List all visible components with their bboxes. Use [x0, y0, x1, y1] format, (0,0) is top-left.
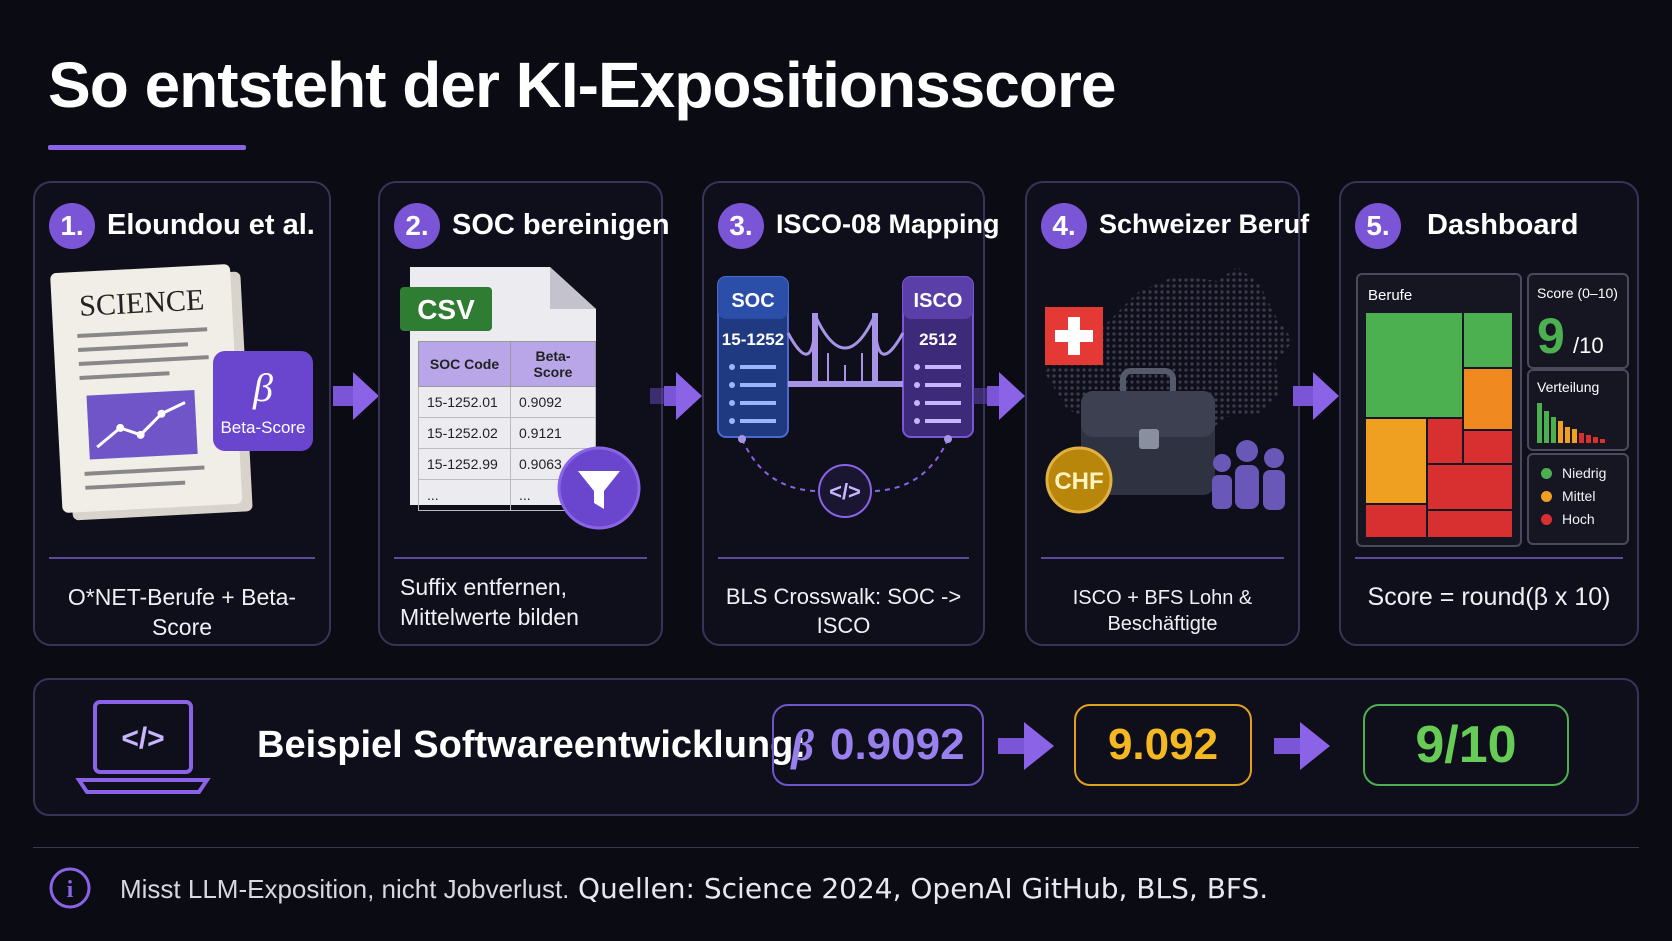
flow-arrow-icon [1293, 372, 1339, 420]
step-number-badge: 4. [1041, 203, 1087, 249]
paper-illustration: SCIENCE β Beta-Score [50, 264, 313, 521]
card-divider [718, 557, 969, 559]
table-cell: 15-1252.02 [418, 417, 511, 449]
swiss-illustration: CHF [1045, 267, 1293, 514]
csv-tag: CSV [417, 294, 475, 325]
isco-code: 2512 [919, 330, 957, 349]
table-row: 15-1252.01 0.9092 [418, 386, 596, 418]
scaled-value-pill: 9.092 [1074, 704, 1252, 786]
card-divider [1355, 557, 1623, 559]
step-title: ISCO-08 Mapping [776, 209, 1000, 239]
table-row: ...... [418, 479, 596, 511]
beta-score-label: Beta-Score [220, 418, 305, 437]
table-header: SOC Code [418, 341, 511, 387]
step-card-4: 4. Schweizer Beruf CHF ISCO + BFS Lohn &… [1025, 181, 1309, 646]
table-cell: 0.9092 [510, 386, 596, 418]
code-icon: </> [829, 479, 861, 504]
laptop-code-symbol: </> [121, 722, 164, 755]
distribution-bars [1537, 403, 1605, 443]
score-value: 9 [1537, 308, 1565, 364]
legend-label: Hoch [1562, 511, 1595, 527]
table-cell: 0.9121 [510, 417, 596, 449]
step-card-3: 3. ISCO-08 Mapping SOC 15-1252 ISCO 2512 [702, 181, 1000, 646]
arrow-right-icon [1274, 722, 1330, 770]
coin-icon [1045, 446, 1113, 514]
table-row: 15-1252.02 0.9121 [418, 417, 596, 449]
step-caption: O*NET-Berufe + Beta-Score [67, 584, 297, 640]
page-title: So entsteht der KI-Expositionsscore [48, 49, 1116, 121]
beta-symbol: β [252, 365, 273, 410]
step-title: Dashboard [1427, 209, 1579, 241]
step-title: Schweizer Beruf [1099, 209, 1310, 239]
legend-dot-icon [1541, 513, 1552, 525]
table-header-row: SOC Code Beta-Score [418, 341, 596, 387]
caption-line: Suffix entfernen, [400, 574, 568, 600]
treemap-chart [1366, 313, 1512, 537]
title-underline [48, 145, 246, 150]
step-caption: Suffix entfernen, Mittelwerte bilden [400, 573, 651, 633]
score-label: Score (0–10) [1537, 285, 1618, 301]
example-label: Beispiel Softwareentwicklung: [257, 724, 806, 766]
step-card-1: 1. Eloundou et al. SCIENCE β Beta-Score … [33, 181, 331, 646]
step-number-badge: 2. [394, 203, 440, 249]
legend-dot-icon [1541, 490, 1552, 502]
step-card-5: 5. Dashboard Berufe Score (0–10) 9 /10 V… [1339, 181, 1639, 646]
step-card-2: 2. SOC bereinigen CSV SOC Code Beta-Scor… [378, 181, 670, 646]
result-pill: 9/10 [1363, 704, 1569, 786]
table-cell: ... [418, 479, 511, 511]
footnote: Misst LLM-Exposition, nicht Jobverlust. [120, 874, 570, 904]
distribution-label: Verteilung [1537, 379, 1600, 395]
beta-symbol: β [791, 720, 814, 770]
flow-arrow-icon [973, 372, 1025, 420]
legend-item: Niedrig [1541, 465, 1606, 481]
table-cell: 15-1252.01 [418, 386, 511, 418]
isco-label: ISCO [914, 290, 963, 312]
step-caption: Score = round(β x 10) [1367, 583, 1611, 611]
beta-value: 0.9092 [829, 720, 965, 769]
mapping-illustration: SOC 15-1252 ISCO 2512 </> [717, 276, 974, 518]
legend-item: Hoch [1541, 511, 1595, 527]
step-number-badge: 5. [1355, 203, 1401, 249]
step-number-badge: 1. [49, 203, 95, 249]
soc-label: SOC [731, 290, 774, 312]
step-caption: BLS Crosswalk: SOC -> ISCO [725, 584, 962, 638]
legend-panel: Niedrig Mittel Hoch [1527, 453, 1629, 545]
footer-divider [33, 847, 1639, 848]
step-title: SOC bereinigen [452, 209, 670, 241]
flow-arrow-icon [650, 372, 702, 420]
filter-icon [557, 446, 641, 530]
people-icon [1212, 440, 1285, 510]
sources-text: Quellen: Science 2024, OpenAI GitHub, BL… [578, 872, 1269, 905]
card-divider [49, 557, 315, 559]
arrow-right-icon [998, 722, 1054, 770]
example-panel: </> Beispiel Softwareentwicklung: β 0.90… [33, 678, 1639, 816]
score-panel: Score (0–10) 9 /10 [1527, 273, 1629, 369]
score-suffix: /10 [1573, 333, 1604, 358]
beta-value-pill: β 0.9092 [772, 704, 984, 786]
flow-arrow-icon [333, 372, 379, 420]
paper-title: SCIENCE [78, 283, 205, 322]
step-title: Eloundou et al. [107, 209, 315, 241]
info-symbol: i [67, 877, 74, 903]
treemap-label: Berufe [1368, 287, 1413, 304]
caption-line: Mittelwerte bilden [400, 603, 579, 630]
legend-label: Mittel [1562, 488, 1596, 504]
table-cell: 15-1252.99 [418, 448, 511, 480]
legend-label: Niedrig [1562, 465, 1607, 481]
legend-item: Mittel [1541, 488, 1595, 504]
bridge-icon [786, 313, 905, 387]
table-header: Beta-Score [510, 341, 596, 387]
laptop-icon: </> [75, 700, 211, 794]
soc-code: 15-1252 [722, 330, 784, 349]
card-divider [394, 557, 647, 559]
step-caption: ISCO + BFS Lohn & Beschäftigte [1072, 587, 1253, 635]
step-number-badge: 3. [718, 203, 764, 249]
legend-dot-icon [1541, 467, 1552, 479]
treemap-panel: Berufe [1356, 273, 1522, 547]
coin-label: CHF [1054, 468, 1103, 495]
distribution-panel: Verteilung [1527, 369, 1629, 451]
info-icon: i [49, 867, 91, 909]
card-divider [1041, 557, 1284, 559]
